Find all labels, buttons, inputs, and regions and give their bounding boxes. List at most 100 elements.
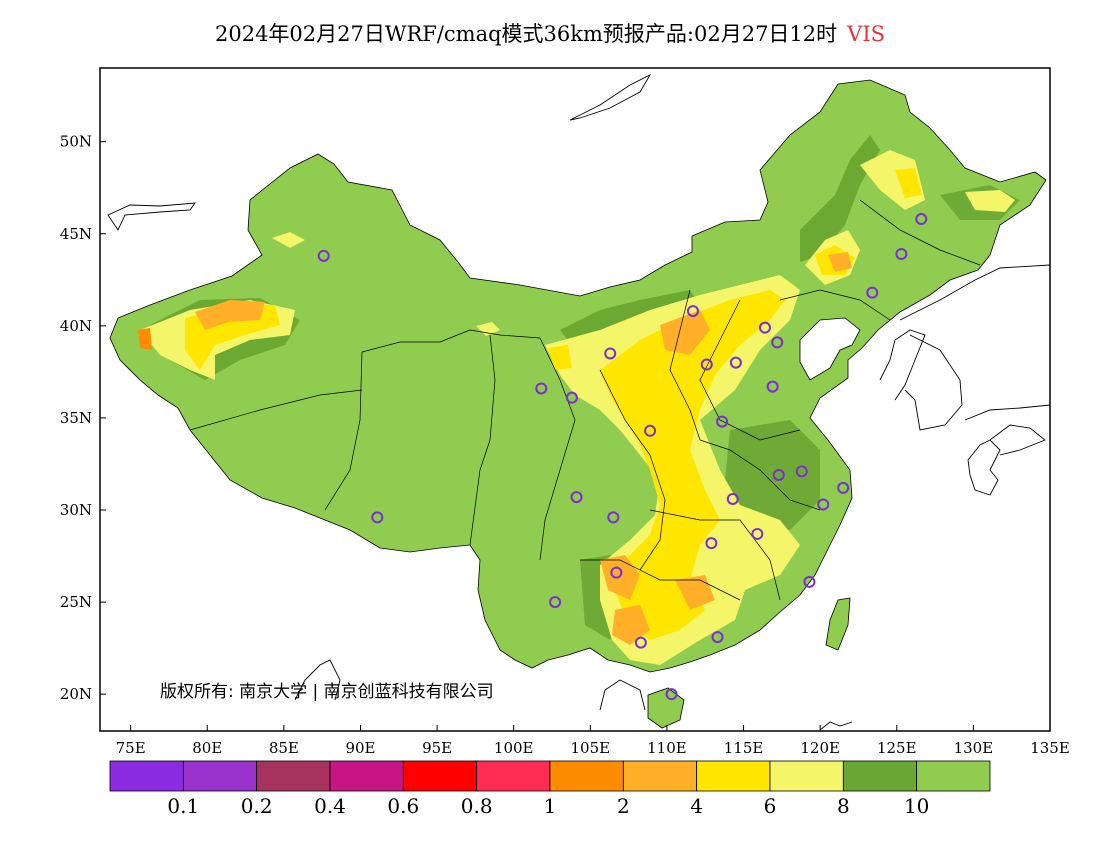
station-marker [317,249,330,262]
station-marker [759,321,771,334]
copyright-text: 版权所有: 南京大学 | 南京创蓝科技有限公司 [160,682,494,702]
station-marker [607,511,620,524]
lat-tick-label: 45N [60,225,92,243]
station-marker [705,537,718,550]
longitude-axis: 75E 80E 85E 90E 95E 100E 105E 110E 115E 120E 125E 1… [116,725,1070,757]
station-marker [751,527,764,540]
station-marker [895,248,908,261]
colorbar-label: 4 [690,794,703,818]
colorbar-swatch [769,760,844,792]
latitude-axis: 20N 25N 30N 35N 40N 45N 50N [60,133,106,703]
lon-tick-label: 90E [345,739,375,757]
lon-tick-label: 120E [800,739,840,757]
vis-band-6-8 [965,190,1015,212]
lon-tick-label: 110E [647,739,687,757]
colorbar-swatch [256,760,331,792]
province-boundaries [189,199,981,601]
station-marker [915,213,928,226]
station-marker [729,356,742,369]
lon-tick-label: 135E [1030,739,1070,757]
station-marker [700,358,713,371]
station-marker [766,380,779,393]
taiwan-island [825,597,851,651]
title-variable: VIS [847,22,886,46]
colorbar-label: 6 [764,794,777,818]
lon-tick-label: 130E [954,739,994,757]
colorbar-swatch [329,760,404,792]
colorbar-label: 1 [544,794,557,818]
colorbar: 0.1 0.2 0.4 0.6 0.8 1 2 4 6 8 10 [109,760,991,818]
lon-tick-label: 115E [724,739,764,757]
vis-band-8-10 [800,135,880,262]
lat-tick-label: 35N [60,409,92,427]
lon-tick-label: 75E [116,739,146,757]
station-marker [716,415,729,428]
colorbar-label: 0.4 [314,794,346,818]
station-marker [549,596,562,609]
station-markers [317,213,928,701]
station-marker [535,382,548,395]
lat-tick-label: 20N [60,685,92,703]
vis-band-4-6 [548,345,572,370]
station-marker [371,511,384,524]
colorbar-label: 0.2 [241,794,273,818]
colorbar-swatch [182,760,258,792]
vis-band-2-4 [660,310,710,355]
vis-band-4-6 [895,168,922,198]
title-main: 2024年02月27日WRF/cmaq模式36km预报产品:02月27日12时 [214,22,838,46]
colorbar-swatch [549,760,624,792]
station-marker [795,465,808,478]
station-marker [726,492,739,505]
station-marker [565,391,578,404]
map-title: 2024年02月27日WRF/cmaq模式36km预报产品:02月27日12时 V… [0,18,1100,48]
colorbar-label: 0.6 [387,794,419,818]
station-marker [771,336,784,349]
colorbar-swatch [916,760,991,792]
plot-frame [99,67,1051,732]
station-marker [604,347,617,360]
vis-band-2-4 [600,555,640,600]
station-marker [665,688,678,701]
station-marker [686,305,699,318]
station-marker [634,636,647,649]
coastlines [107,73,1050,731]
vis-band-6-8 [476,322,500,336]
vis-band-4-6 [600,290,785,640]
colorbar-swatch [476,760,551,792]
colorbar-label: 8 [837,794,850,818]
station-marker [866,286,879,299]
colorbar-swatch [842,760,918,792]
vis-band-2-4 [612,605,650,645]
vis-band-2-4 [675,575,715,610]
station-marker [803,575,816,588]
lon-tick-label: 105E [571,739,611,757]
lat-tick-label: 50N [60,133,92,151]
station-marker [570,491,583,504]
colorbar-label: 0.8 [461,794,493,818]
vis-band-1-2 [138,328,152,350]
colorbar-swatch [622,760,698,792]
colorbar-swatch [402,760,478,792]
colorbar-swatch [696,760,771,792]
vis-band-8-10 [725,420,820,530]
colorbar-label: 0.1 [167,794,199,818]
station-marker [610,566,623,579]
vis-band-2-4 [828,252,852,272]
lat-tick-label: 25N [60,593,92,611]
lat-tick-label: 40N [60,317,92,335]
lon-tick-label: 100E [494,739,534,757]
colorbar-label: 10 [904,794,929,818]
colorbar-label: 2 [617,794,630,818]
vis-band-6-8 [272,232,305,248]
lon-tick-label: 95E [422,739,452,757]
station-marker [837,481,850,494]
colorbar-swatch [109,760,184,792]
lon-tick-label: 80E [192,739,222,757]
station-marker [817,498,830,511]
bohai-sea [799,317,861,381]
vis-band-2-4 [195,300,265,330]
station-marker [644,424,657,437]
station-marker [711,631,724,644]
station-marker [772,469,785,482]
